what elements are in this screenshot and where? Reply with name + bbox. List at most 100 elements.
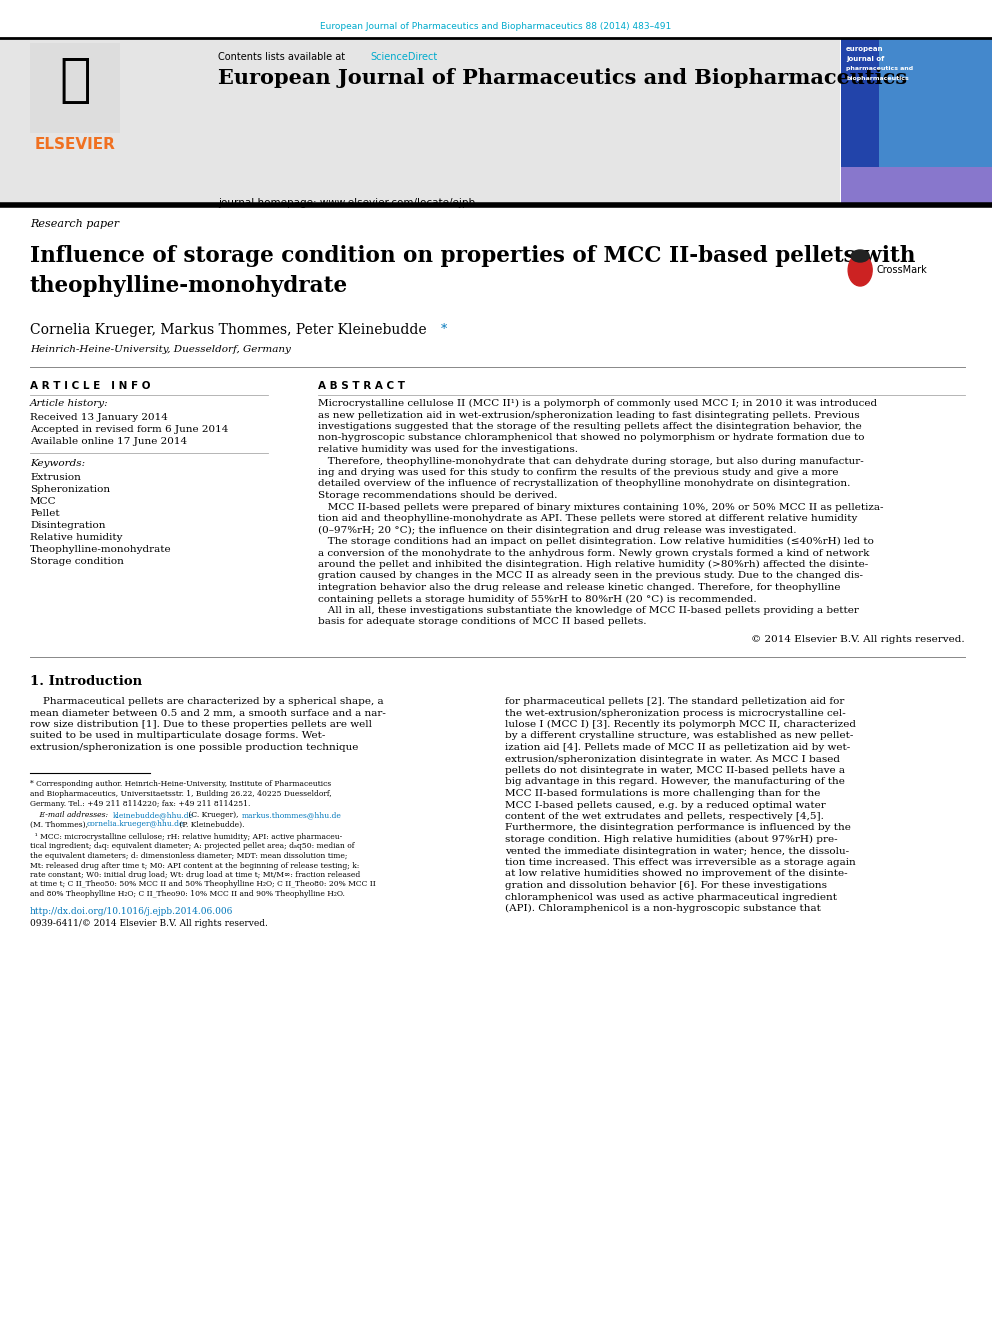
Text: storage condition. High relative humidities (about 97%rH) pre-: storage condition. High relative humidit… [505, 835, 837, 844]
Text: gration and dissolution behavior [6]. For these investigations: gration and dissolution behavior [6]. Fo… [505, 881, 827, 890]
Text: Pellet: Pellet [30, 509, 60, 519]
Text: http://dx.doi.org/10.1016/j.ejpb.2014.06.006: http://dx.doi.org/10.1016/j.ejpb.2014.06… [30, 908, 233, 917]
Text: Influence of storage condition on properties of MCC II-based pellets with: Influence of storage condition on proper… [30, 245, 916, 267]
Text: Article history:: Article history: [30, 400, 109, 407]
Text: non-hygroscopic substance chloramphenicol that showed no polymorphism or hydrate: non-hygroscopic substance chloramphenico… [318, 434, 864, 442]
Text: suited to be used in multiparticulate dosage forms. Wet-: suited to be used in multiparticulate do… [30, 732, 325, 741]
Text: All in all, these investigations substantiate the knowledge of MCC II-based pell: All in all, these investigations substan… [318, 606, 859, 615]
Text: Keywords:: Keywords: [30, 459, 85, 468]
Text: tion time increased. This effect was irreversible as a storage again: tion time increased. This effect was irr… [505, 859, 856, 867]
Text: E-mail addresses:: E-mail addresses: [30, 811, 110, 819]
Text: CrossMark: CrossMark [876, 265, 927, 275]
Ellipse shape [851, 250, 869, 262]
Text: tical ingredient; dₐq: equivalent diameter; A: projected pellet area; dₐq50: med: tical ingredient; dₐq: equivalent diamet… [30, 843, 354, 851]
Text: (C. Krueger),: (C. Krueger), [186, 811, 241, 819]
Text: at low relative humidities showed no improvement of the disinte-: at low relative humidities showed no imp… [505, 869, 847, 878]
Text: European Journal of Pharmaceutics and Biopharmaceutics: European Journal of Pharmaceutics and Bi… [218, 67, 908, 89]
Text: big advantage in this regard. However, the manufacturing of the: big advantage in this regard. However, t… [505, 778, 845, 786]
Text: MCC II-based pellets were prepared of binary mixtures containing 10%, 20% or 50%: MCC II-based pellets were prepared of bi… [318, 503, 884, 512]
Bar [879, 38, 992, 205]
Text: lulose I (MCC I) [3]. Recently its polymorph MCC II, characterized: lulose I (MCC I) [3]. Recently its polym… [505, 720, 856, 729]
Text: Mt: released drug after time t; M0: API content at the beginning of release test: Mt: released drug after time t; M0: API … [30, 861, 359, 869]
Text: Extrusion: Extrusion [30, 474, 81, 482]
Text: biopharmaceutics: biopharmaceutics [846, 75, 909, 81]
Text: extrusion/spheronization is one possible production technique: extrusion/spheronization is one possible… [30, 744, 358, 751]
Text: theophylline-monohydrate: theophylline-monohydrate [30, 275, 348, 296]
Text: * Corresponding author. Heinrich-Heine-University, Institute of Pharmaceutics: * Corresponding author. Heinrich-Heine-U… [30, 781, 331, 789]
Text: vented the immediate disintegration in water; hence, the dissolu-: vented the immediate disintegration in w… [505, 847, 849, 856]
Text: 🌳: 🌳 [60, 54, 91, 106]
Text: Germany. Tel.: +49 211 8114220; fax: +49 211 8114251.: Germany. Tel.: +49 211 8114220; fax: +49… [30, 799, 250, 807]
Text: A R T I C L E   I N F O: A R T I C L E I N F O [30, 381, 151, 392]
Text: gration caused by changes in the MCC II as already seen in the previous study. D: gration caused by changes in the MCC II … [318, 572, 863, 581]
Text: at time t; C II_Theo50: 50% MCC II and 50% Theophylline H₂O; C II_Theo80: 20% MC: at time t; C II_Theo50: 50% MCC II and 5… [30, 881, 376, 889]
Text: kleinebudde@hhu.de: kleinebudde@hhu.de [113, 811, 194, 819]
Text: and 80% Theophylline H₂O; C II_Theo90: 10% MCC II and 90% Theophylline H₂O.: and 80% Theophylline H₂O; C II_Theo90: 1… [30, 890, 345, 898]
Text: pharmaceutics and: pharmaceutics and [846, 66, 914, 71]
Text: and Biopharmaceutics, Universitaetsstr. 1, Building 26.22, 40225 Duesseldorf,: and Biopharmaceutics, Universitaetsstr. … [30, 790, 331, 798]
Text: 1. Introduction: 1. Introduction [30, 675, 142, 688]
Text: Spheronization: Spheronization [30, 486, 110, 493]
Text: Research paper: Research paper [30, 220, 119, 229]
Text: MCC: MCC [30, 497, 57, 505]
Text: integration behavior also the drug release and release kinetic changed. Therefor: integration behavior also the drug relea… [318, 583, 840, 591]
Text: A B S T R A C T: A B S T R A C T [318, 381, 405, 392]
Text: chloramphenicol was used as active pharmaceutical ingredient: chloramphenicol was used as active pharm… [505, 893, 837, 901]
Text: mean diameter between 0.5 and 2 mm, a smooth surface and a nar-: mean diameter between 0.5 and 2 mm, a sm… [30, 709, 386, 717]
Text: journal of: journal of [846, 56, 885, 62]
Text: Storage condition: Storage condition [30, 557, 124, 566]
Text: Furthermore, the disintegration performance is influenced by the: Furthermore, the disintegration performa… [505, 823, 851, 832]
Text: Cornelia Krueger, Markus Thommes, Peter Kleinebudde: Cornelia Krueger, Markus Thommes, Peter … [30, 323, 427, 337]
Text: (API). Chloramphenicol is a non-hygroscopic substance that: (API). Chloramphenicol is a non-hygrosco… [505, 904, 820, 913]
Text: Storage recommendations should be derived.: Storage recommendations should be derive… [318, 491, 558, 500]
Text: around the pellet and inhibited the disintegration. High relative humidity (>80%: around the pellet and inhibited the disi… [318, 560, 868, 569]
Text: © 2014 Elsevier B.V. All rights reserved.: © 2014 Elsevier B.V. All rights reserved… [751, 635, 965, 644]
Text: ELSEVIER: ELSEVIER [35, 138, 115, 152]
Text: Theophylline-monohydrate: Theophylline-monohydrate [30, 545, 172, 554]
Text: rate constant; W0: initial drug load; Wt: drug load at time t; Mt/M∞: fraction r: rate constant; W0: initial drug load; Wt… [30, 871, 360, 878]
Text: investigations suggested that the storage of the resulting pellets affect the di: investigations suggested that the storag… [318, 422, 862, 431]
Text: content of the wet extrudates and pellets, respectively [4,5].: content of the wet extrudates and pellet… [505, 812, 824, 822]
Text: 0939-6411/© 2014 Elsevier B.V. All rights reserved.: 0939-6411/© 2014 Elsevier B.V. All right… [30, 919, 268, 929]
Text: Accepted in revised form 6 June 2014: Accepted in revised form 6 June 2014 [30, 425, 228, 434]
Text: MCC I-based pellets caused, e.g. by a reduced optimal water: MCC I-based pellets caused, e.g. by a re… [505, 800, 825, 810]
Text: row size distribution [1]. Due to these properties pellets are well: row size distribution [1]. Due to these … [30, 720, 372, 729]
Text: by a different crystalline structure, was established as new pellet-: by a different crystalline structure, wa… [505, 732, 853, 741]
Text: (P. Kleinebudde).: (P. Kleinebudde). [177, 820, 244, 828]
Text: Relative humidity: Relative humidity [30, 533, 122, 542]
Bar [841, 38, 879, 205]
Text: journal homepage: www.elsevier.com/locate/ejpb: journal homepage: www.elsevier.com/locat… [218, 198, 475, 208]
Text: The storage conditions had an impact on pellet disintegration. Low relative humi: The storage conditions had an impact on … [318, 537, 874, 546]
Text: Heinrich-Heine-University, Duesseldorf, Germany: Heinrich-Heine-University, Duesseldorf, … [30, 345, 291, 355]
Text: as new pelletization aid in wet-extrusion/spheronization leading to fast disinte: as new pelletization aid in wet-extrusio… [318, 410, 860, 419]
Text: Pharmaceutical pellets are characterized by a spherical shape, a: Pharmaceutical pellets are characterized… [30, 697, 384, 706]
Text: extrusion/spheronization disintegrate in water. As MCC I based: extrusion/spheronization disintegrate in… [505, 754, 840, 763]
Text: Received 13 January 2014: Received 13 January 2014 [30, 413, 168, 422]
Text: Therefore, theophylline-monohydrate that can dehydrate during storage, but also : Therefore, theophylline-monohydrate that… [318, 456, 864, 466]
Ellipse shape [848, 254, 872, 286]
Text: a conversion of the monohydrate to the anhydrous form. Newly grown crystals form: a conversion of the monohydrate to the a… [318, 549, 869, 557]
Text: Contents lists available at: Contents lists available at [218, 52, 348, 62]
Text: tion aid and theophylline-monohydrate as API. These pellets were stored at diffe: tion aid and theophylline-monohydrate as… [318, 515, 857, 523]
Text: ¹ MCC: microcrystalline cellulose; rH: relative humidity; API: active pharmaceu-: ¹ MCC: microcrystalline cellulose; rH: r… [30, 833, 342, 841]
Text: the equivalent diameters; d: dimensionless diameter; MDT: mean dissolution time;: the equivalent diameters; d: dimensionle… [30, 852, 347, 860]
Text: relative humidity was used for the investigations.: relative humidity was used for the inves… [318, 445, 578, 454]
Text: detailed overview of the influence of recrystallization of theophylline monohydr: detailed overview of the influence of re… [318, 479, 850, 488]
Bar [30, 44, 120, 134]
Text: markus.thommes@hhu.de: markus.thommes@hhu.de [242, 811, 342, 819]
Text: the wet-extrusion/spheronization process is microcrystalline cel-: the wet-extrusion/spheronization process… [505, 709, 846, 717]
Text: containing pellets a storage humidity of 55%rH to 80%rH (20 °C) is recommended.: containing pellets a storage humidity of… [318, 594, 757, 603]
Text: cornelia.krueger@hhu.de: cornelia.krueger@hhu.de [87, 820, 185, 828]
Text: MCC II-based formulations is more challenging than for the: MCC II-based formulations is more challe… [505, 789, 820, 798]
Text: *: * [437, 323, 447, 336]
Text: Disintegration: Disintegration [30, 521, 105, 531]
Bar [841, 167, 992, 205]
Text: ing and drying was used for this study to confirm the results of the previous st: ing and drying was used for this study t… [318, 468, 838, 478]
Text: European Journal of Pharmaceutics and Biopharmaceutics 88 (2014) 483–491: European Journal of Pharmaceutics and Bi… [320, 22, 672, 30]
Text: for pharmaceutical pellets [2]. The standard pelletization aid for: for pharmaceutical pellets [2]. The stan… [505, 697, 844, 706]
Text: Available online 17 June 2014: Available online 17 June 2014 [30, 437, 187, 446]
Text: pellets do not disintegrate in water, MCC II-based pellets have a: pellets do not disintegrate in water, MC… [505, 766, 845, 775]
Text: ScienceDirect: ScienceDirect [370, 52, 437, 62]
Text: Microcrystalline cellulose II (MCC II¹) is a polymorph of commonly used MCC I; i: Microcrystalline cellulose II (MCC II¹) … [318, 400, 877, 407]
Bar [0, 38, 840, 205]
